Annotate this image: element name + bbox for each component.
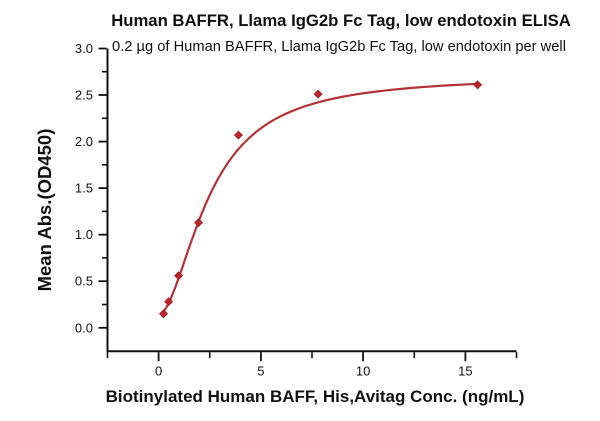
svg-text:1.0: 1.0 (75, 227, 93, 242)
svg-text:5: 5 (257, 364, 264, 379)
svg-text:1.5: 1.5 (75, 181, 93, 196)
svg-text:Mean Abs.(OD450): Mean Abs.(OD450) (34, 129, 55, 292)
svg-text:0.0: 0.0 (75, 320, 93, 335)
svg-text:2.0: 2.0 (75, 134, 93, 149)
svg-text:0.5: 0.5 (75, 274, 93, 289)
svg-text:3.0: 3.0 (75, 41, 93, 56)
svg-text:Biotinylated Human BAFF, His,A: Biotinylated Human BAFF, His,Avitag Conc… (106, 387, 525, 406)
svg-text:15: 15 (458, 364, 472, 379)
svg-text:2.5: 2.5 (75, 88, 93, 103)
svg-text:0: 0 (155, 364, 162, 379)
svg-text:Human BAFFR, Llama IgG2b Fc Ta: Human BAFFR, Llama IgG2b Fc Tag, low end… (111, 11, 571, 30)
svg-text:10: 10 (356, 364, 370, 379)
svg-text:0.2 µg of Human BAFFR, Llama I: 0.2 µg of Human BAFFR, Llama IgG2b Fc Ta… (112, 39, 566, 55)
